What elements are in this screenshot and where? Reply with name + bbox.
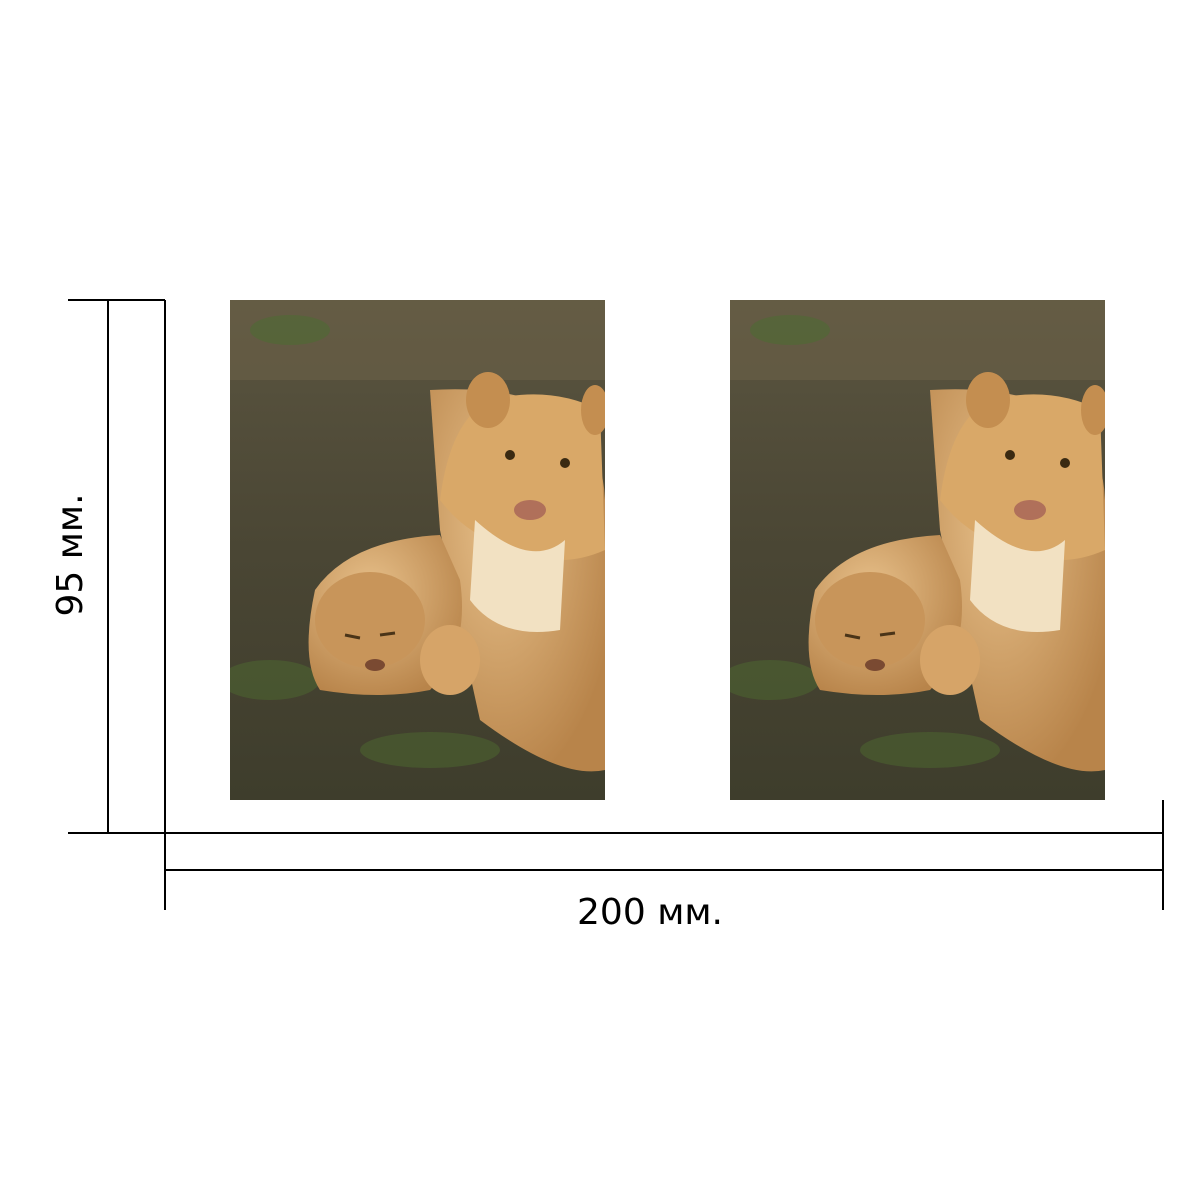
- width-label: 200 мм.: [577, 892, 723, 933]
- height-label: 95 мм.: [50, 493, 91, 616]
- photo-right: [730, 300, 1105, 800]
- photo-left: [230, 300, 605, 800]
- height-dimension: 95 мм.: [50, 299, 166, 834]
- width-dimension: 200 мм.: [164, 800, 1164, 933]
